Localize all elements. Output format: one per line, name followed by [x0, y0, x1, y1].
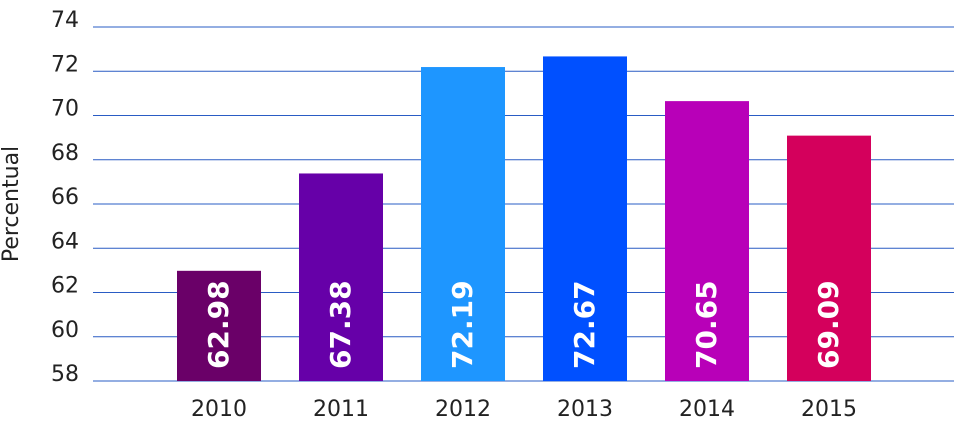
data-label: 70.65 — [690, 280, 723, 369]
bar — [177, 270, 261, 381]
bar — [421, 67, 505, 381]
y-tick-label: 70 — [51, 97, 79, 122]
x-tick-label: 2015 — [801, 397, 857, 422]
x-tick-label: 2010 — [191, 397, 247, 422]
data-label: 62.98 — [202, 280, 235, 369]
x-tick-label: 2013 — [557, 397, 613, 422]
y-tick-label: 60 — [51, 318, 79, 343]
y-tick-label: 74 — [51, 8, 79, 33]
y-tick-label: 66 — [51, 185, 79, 210]
data-label: 67.38 — [324, 280, 357, 369]
bar — [299, 173, 383, 381]
x-tick-label: 2012 — [435, 397, 491, 422]
data-label: 72.67 — [568, 280, 601, 369]
y-axis-label: Percentual — [0, 146, 24, 262]
bar — [787, 135, 871, 381]
y-tick-label: 72 — [51, 52, 79, 77]
y-tick-label: 62 — [51, 274, 79, 299]
y-tick-label: 64 — [51, 229, 79, 254]
y-tick-label: 58 — [51, 362, 79, 387]
y-tick-label: 68 — [51, 141, 79, 166]
bar — [543, 56, 627, 382]
x-tick-label: 2011 — [313, 397, 369, 422]
x-tick-label: 2014 — [679, 397, 735, 422]
data-label: 69.09 — [812, 280, 845, 369]
bar — [665, 101, 749, 382]
data-label: 72.19 — [446, 280, 479, 369]
